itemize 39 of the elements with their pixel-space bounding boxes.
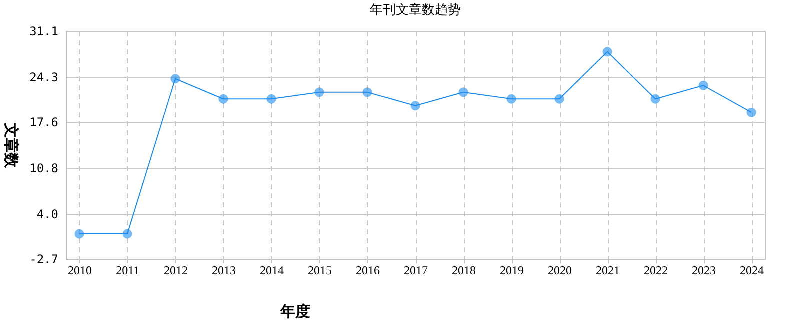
point xyxy=(266,94,276,104)
point xyxy=(602,47,612,57)
point xyxy=(698,80,708,90)
point xyxy=(218,94,228,104)
y-axis-title: 文章数 xyxy=(2,122,20,169)
point xyxy=(362,88,372,98)
y-tick-label: 17.6 xyxy=(30,116,58,130)
x-tick-label: 2020 xyxy=(548,264,572,278)
point xyxy=(410,101,420,111)
x-tick-label: 2024 xyxy=(740,264,764,278)
x-tick-label: 2019 xyxy=(500,264,524,278)
x-tick-label: 2014 xyxy=(260,264,284,278)
chart-title: 年刊文章数趋势 xyxy=(370,2,461,17)
y-tick-label: -2.7 xyxy=(30,252,58,266)
point xyxy=(170,74,180,84)
point xyxy=(74,229,84,239)
point xyxy=(506,94,516,104)
y-tick-label: 24.3 xyxy=(30,70,58,84)
x-tick-label: 2010 xyxy=(68,264,92,278)
x-tick-label: 2023 xyxy=(692,264,716,278)
y-tick-label: 31.1 xyxy=(30,24,58,38)
point xyxy=(314,88,324,98)
x-tick-label: 2017 xyxy=(404,264,428,278)
point xyxy=(554,94,564,104)
x-tick-label: 2018 xyxy=(452,264,476,278)
x-tick-label: 2011 xyxy=(116,264,140,278)
x-tick-label: 2022 xyxy=(644,264,668,278)
point xyxy=(650,94,660,104)
x-tick-label: 2013 xyxy=(212,264,236,278)
y-tick-label: 4.0 xyxy=(36,207,58,222)
point xyxy=(122,229,132,239)
y-tick-label: 10.8 xyxy=(30,161,58,176)
x-tick-label: 2012 xyxy=(164,264,188,278)
point xyxy=(746,108,756,118)
x-tick-label: 2016 xyxy=(356,264,380,278)
point xyxy=(458,88,468,98)
x-tick-label: 2015 xyxy=(308,264,332,278)
x-tick-label: 2021 xyxy=(596,264,620,278)
x-axis-title: 年度 xyxy=(280,302,310,320)
